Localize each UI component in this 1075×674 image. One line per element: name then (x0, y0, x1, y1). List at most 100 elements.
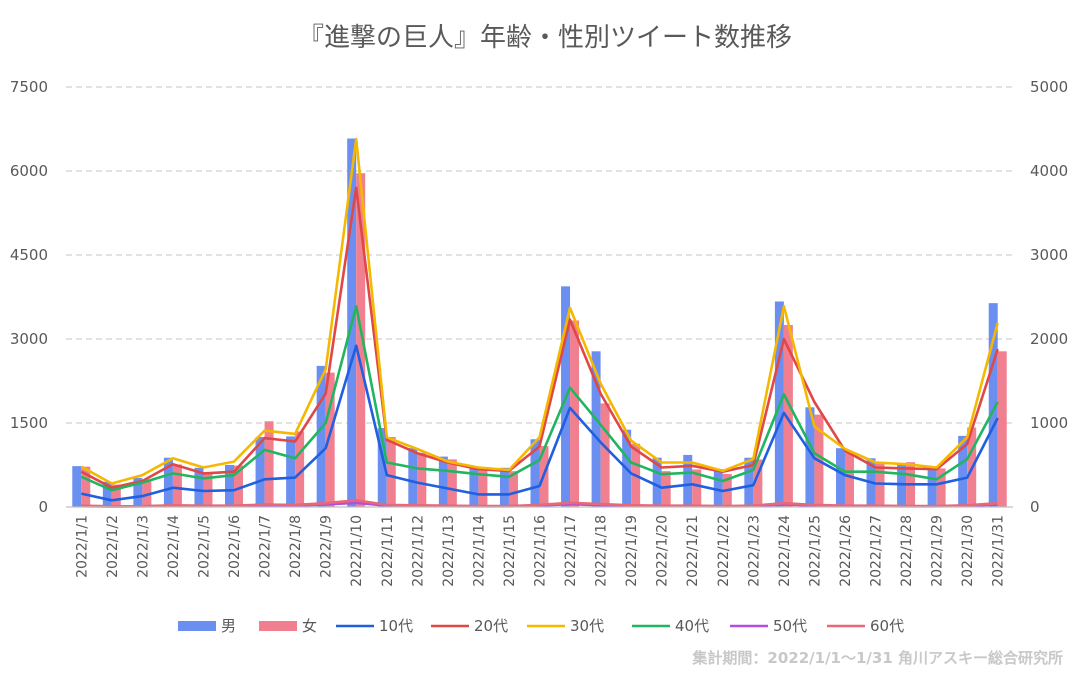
bar-男 (469, 466, 479, 507)
left-axis-tick: 1500 (10, 414, 48, 432)
x-axis-tick: 2022/1/9 (319, 515, 335, 578)
line-40代 (80, 304, 999, 492)
x-axis-tick: 2022/1/30 (960, 515, 976, 587)
bar-女 (783, 325, 793, 507)
legend-label: 20代 (474, 617, 508, 635)
x-axis-tick: 2022/1/29 (930, 515, 946, 587)
x-axis-tick: 2022/1/23 (746, 515, 762, 587)
x-axis-tick: 2022/1/13 (441, 515, 457, 587)
x-axis-tick: 2022/1/21 (685, 515, 701, 587)
left-axis-tick: 6000 (10, 162, 48, 180)
bar-男 (255, 437, 265, 507)
bar-女 (936, 468, 946, 507)
line-10代 (81, 344, 999, 502)
line-20代 (80, 186, 999, 490)
x-axis-tick: 2022/1/2 (105, 515, 121, 578)
x-axis-tick: 2022/1/3 (135, 515, 151, 578)
legend-label: 60代 (870, 617, 904, 635)
legend: 男 女 10代 20代 30代 40代 50代 60代 (178, 617, 904, 635)
left-axis-tick: 7500 (10, 78, 48, 96)
bar-男 (805, 407, 815, 507)
right-axis-tick: 1000 (1030, 414, 1068, 432)
x-axis-tick: 2022/1/5 (196, 515, 212, 578)
bar-女 (417, 452, 427, 507)
x-axis-tick: 2022/1/17 (563, 515, 579, 587)
x-axis-tick: 2022/1/6 (227, 515, 243, 578)
bar-男 (652, 457, 662, 507)
legend-label: 50代 (773, 617, 807, 635)
right-axis-tick: 3000 (1030, 246, 1068, 264)
x-axis-tick: 2022/1/1 (74, 515, 90, 578)
legend-label: 女 (302, 617, 317, 635)
x-axis-tick: 2022/1/20 (655, 515, 671, 587)
x-axis-tick: 2022/1/31 (991, 515, 1007, 587)
x-axis-tick: 2022/1/12 (410, 515, 426, 587)
legend-swatch (178, 621, 216, 631)
x-axis-tick: 2022/1/11 (380, 515, 396, 587)
bar-女 (325, 372, 335, 507)
x-axis-tick: 2022/1/25 (807, 515, 823, 587)
bar-男 (438, 456, 448, 507)
bar-女 (295, 431, 305, 507)
bar-女 (264, 421, 274, 507)
axes: 0 1500 3000 4500 6000 7500 0 1000 2000 3000 4000 50… (10, 78, 1068, 587)
right-axis-tick: 4000 (1030, 162, 1068, 180)
legend-label: 40代 (675, 617, 709, 635)
bar-男 (72, 466, 82, 507)
legend-swatch (259, 621, 297, 631)
bar-女 (692, 469, 702, 507)
bar-女 (81, 466, 91, 507)
right-axis-tick: 0 (1030, 498, 1040, 516)
bar-男 (713, 468, 723, 507)
bar-男 (744, 457, 754, 507)
bar-男 (988, 303, 998, 507)
right-axis-tick: 2000 (1030, 330, 1068, 348)
gridlines (66, 86, 1013, 424)
bar-男 (225, 465, 235, 507)
legend-label: 30代 (570, 617, 604, 635)
bar-女 (508, 471, 518, 507)
bar-男 (591, 351, 601, 507)
legend-label: 男 (221, 617, 236, 635)
bar-女 (600, 403, 610, 507)
x-axis-tick: 2022/1/28 (899, 515, 915, 587)
bar-男 (835, 448, 845, 507)
bar-男 (133, 477, 143, 507)
line-60代 (81, 498, 998, 508)
bar-男 (958, 435, 968, 507)
bar-男 (102, 481, 112, 507)
left-axis-tick: 3000 (10, 330, 48, 348)
chart-title: 『進撃の巨人』年齢・性別ツイート数推移 (298, 23, 792, 53)
bar-女 (234, 465, 244, 507)
bar-女 (478, 470, 488, 507)
bar-男 (499, 467, 509, 507)
line-30代 (80, 137, 999, 485)
left-axis-tick: 4500 (10, 246, 48, 264)
x-axis-tick: 2022/1/7 (258, 515, 274, 578)
bar-男 (163, 457, 173, 507)
bar-女 (753, 459, 763, 507)
x-axis-tick: 2022/1/14 (471, 515, 487, 587)
bar-女 (386, 437, 396, 507)
bar-女 (661, 471, 671, 507)
bar-男 (286, 436, 296, 507)
bar-男 (683, 454, 693, 507)
x-axis-tick: 2022/1/19 (624, 515, 640, 587)
bar-男 (530, 439, 540, 507)
bar-女 (111, 484, 121, 507)
bar-女 (356, 173, 366, 508)
x-axis-tick: 2022/1/24 (777, 515, 793, 587)
source-note: 集計期間：2022/1/1〜1/31 角川アスキー総合研究所 (691, 649, 1063, 667)
x-axis-tick: 2022/1/18 (594, 515, 610, 587)
bar-女 (997, 351, 1007, 507)
x-axis-tick: 2022/1/10 (349, 515, 365, 587)
x-axis-tick: 2022/1/22 (716, 515, 732, 587)
x-axis-tick: 2022/1/8 (288, 515, 304, 578)
line-series (80, 137, 999, 508)
x-axis-tick: 2022/1/16 (533, 515, 549, 587)
x-axis-tick: 2022/1/26 (838, 515, 854, 587)
bar-男 (927, 467, 937, 507)
right-axis-tick: 5000 (1030, 78, 1068, 96)
bar-series (72, 138, 1007, 508)
